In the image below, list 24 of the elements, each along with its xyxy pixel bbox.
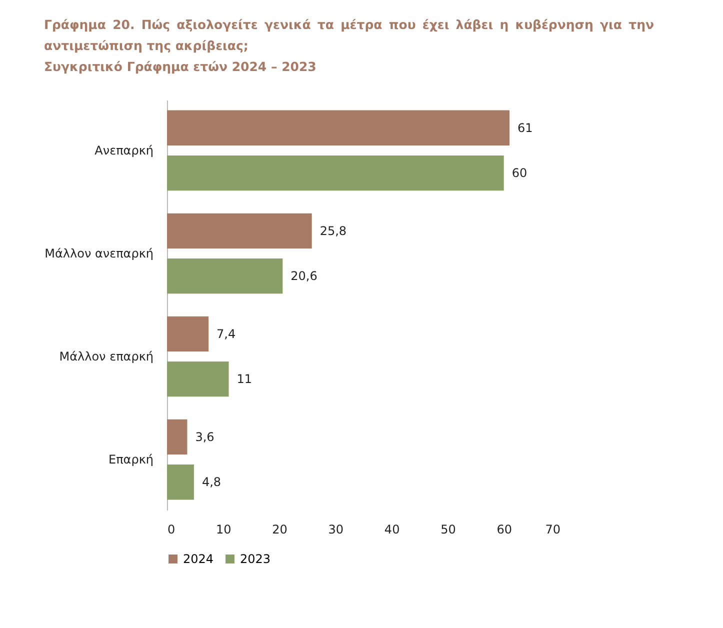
x-tick-label: 0 <box>168 522 176 536</box>
x-tick-label: 20 <box>272 522 288 536</box>
data-label: 60 <box>512 166 528 180</box>
chart-title: Γράφημα 20. Πώς αξιολογείτε γενικά τα μέτρα που έχει λάβει η κυβέρνηση για την αντιμετώπιση της ακρίβειας; <box>44 16 654 55</box>
data-label: 7,4 <box>216 326 236 341</box>
x-tick-label: 10 <box>216 522 232 536</box>
x-tick-label: 30 <box>328 522 344 536</box>
data-label: 11 <box>236 372 252 386</box>
data-label: 25,8 <box>320 224 347 238</box>
x-tick-label: 60 <box>496 522 512 536</box>
y-tick-label: Ανεπαρκή <box>94 143 154 158</box>
chart-subtitle: Συγκριτικό Γράφημα ετών 2024 – 2023 <box>44 58 318 76</box>
y-tick-label: Μάλλον ανεπαρκή <box>44 246 154 260</box>
x-tick-label: 70 <box>545 522 560 536</box>
y-tick-label: Επαρκή <box>108 452 154 467</box>
data-label: 20,6 <box>290 269 318 284</box>
legend-label: 2024 <box>183 552 214 566</box>
data-label: 4,8 <box>202 475 222 490</box>
data-label: 3,6 <box>195 430 214 444</box>
x-tick-label: 40 <box>384 522 400 536</box>
legend-label: 2023 <box>240 552 271 566</box>
y-tick-label: Μάλλον επαρκή <box>59 350 154 364</box>
x-tick-label: 50 <box>440 522 456 536</box>
data-label: 61 <box>517 120 533 135</box>
